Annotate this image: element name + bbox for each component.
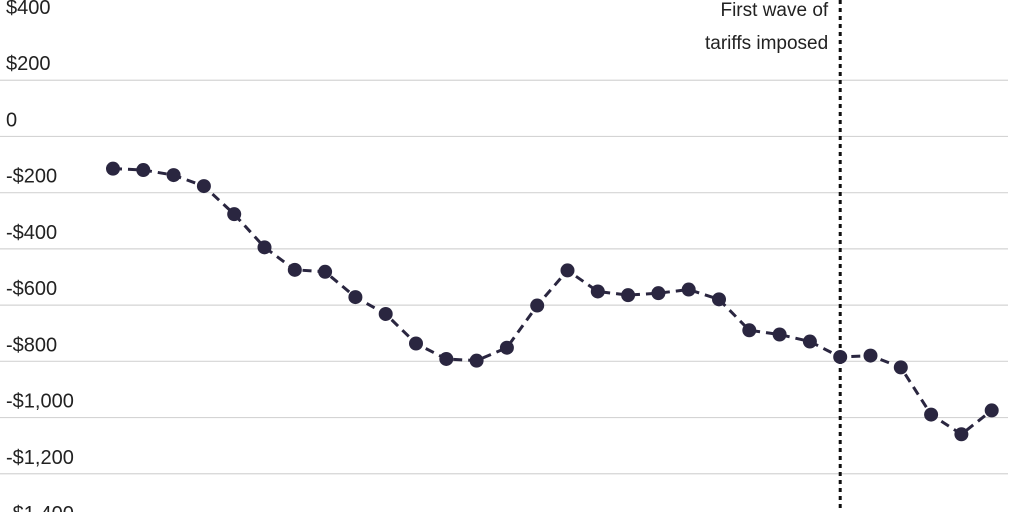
annotation-label-line: tariffs imposed	[705, 33, 828, 54]
y-tick-label: $400	[6, 0, 51, 19]
grid-layer	[0, 79, 1008, 475]
annotation-layer: First wave of tariffs imposed	[705, 0, 842, 512]
data-point	[772, 327, 787, 342]
data-point	[560, 263, 575, 278]
series-line	[112, 167, 993, 436]
data-point	[712, 292, 726, 307]
y-tick-label: -$600	[6, 278, 57, 300]
data-point	[409, 336, 423, 351]
data-point	[924, 407, 939, 422]
y-tick-label: $200	[6, 53, 51, 75]
annotation-label-line: First wave of	[720, 0, 828, 21]
y-tick-label: 0	[6, 109, 17, 131]
data-point	[742, 323, 757, 338]
data-point	[439, 351, 454, 366]
data-point	[954, 427, 969, 442]
data-point	[196, 179, 211, 194]
data-point	[863, 348, 878, 363]
data-point	[287, 262, 302, 277]
y-tick-label: -$1,200	[6, 447, 74, 469]
y-tick-label: -$1,000	[6, 391, 74, 413]
data-point	[984, 403, 999, 418]
y-tick-label: -$1,400	[6, 503, 74, 512]
data-point	[651, 286, 666, 301]
data-point	[227, 207, 242, 222]
data-point	[833, 349, 848, 364]
data-point	[136, 163, 151, 178]
y-tick-label: -$800	[6, 334, 57, 356]
data-point	[106, 161, 120, 176]
y-tick-label: -$200	[6, 166, 57, 188]
data-point	[621, 288, 636, 303]
y-tick-label: -$400	[6, 222, 57, 244]
series-layer	[106, 161, 999, 442]
data-point	[893, 360, 908, 375]
data-point	[802, 334, 817, 349]
y-axis-tick-labels: $400 $200 0 -$200 -$400 -$600 -$800 -$1,000 -$1,…	[6, 0, 74, 512]
data-point	[348, 290, 363, 305]
data-point	[590, 284, 605, 299]
data-point	[318, 264, 333, 279]
data-point	[257, 240, 272, 255]
data-point	[499, 340, 514, 355]
data-point	[378, 306, 393, 321]
data-point	[166, 168, 181, 183]
data-point	[681, 282, 696, 297]
data-point	[469, 353, 484, 368]
data-point	[530, 298, 545, 313]
